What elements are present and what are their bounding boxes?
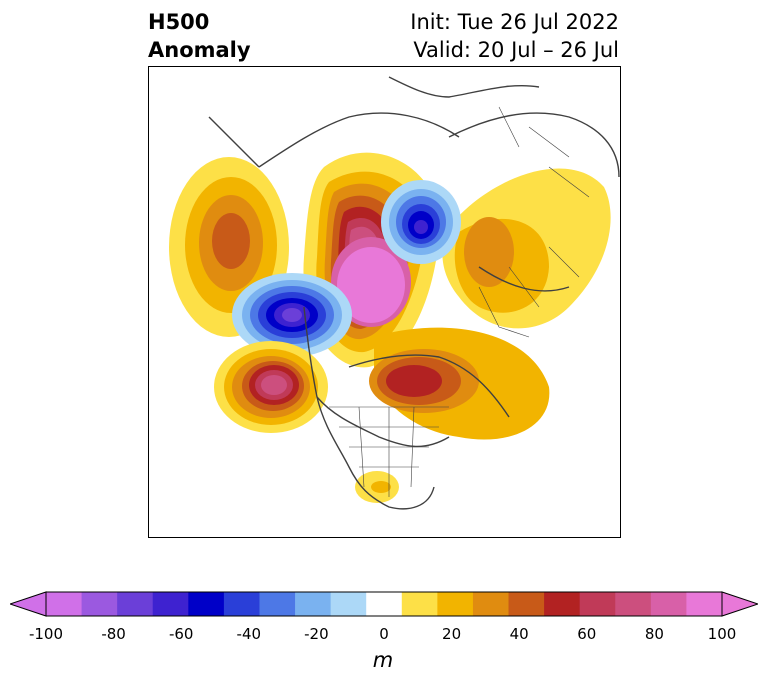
anomaly-barents-sea [381,180,461,264]
colorbar-segment [223,592,260,616]
colorbar-unit: m [372,648,394,672]
colorbar-segment [330,592,367,616]
colorbar-under-extension [10,591,47,617]
colorbar-segment [615,592,652,616]
colorbar-segment [508,592,545,616]
colorbar-tick-label: 100 [707,625,737,643]
anomaly-map [169,76,620,510]
anomaly-scandinavia-russia [442,168,611,329]
colorbar-tick-label: -60 [168,625,194,643]
colorbar-tick-label: 40 [509,625,529,643]
colorbar-segment [401,592,438,616]
map-panel [148,66,621,538]
init-date: Init: Tue 26 Jul 2022 [410,10,619,34]
anomaly-northeast-pacific [214,341,328,433]
colorbar-segment [152,592,189,616]
colorbar-over-extension [721,591,758,617]
colorbar-segment [650,592,687,616]
colorbar-segment [295,592,332,616]
colorbar-segment [366,592,403,616]
colorbar-segment [117,592,154,616]
colorbar-tick-label: 60 [577,625,597,643]
colorbar-segment [579,592,616,616]
anomaly-hudson-bay-labrador [369,327,550,440]
colorbar-tick-label: 80 [644,625,664,643]
coastlines [208,76,620,510]
political-borders [329,106,590,497]
map-title: H500 Anomaly [148,8,251,64]
colorbar-segment [472,592,510,616]
colorbar-segments [46,592,723,616]
colorbar-tick-label: 20 [442,625,462,643]
colorbar-segment [259,592,296,616]
anomaly-gulf-of-alaska [232,273,352,357]
colorbar-segment [81,592,118,616]
colorbar-segment [46,592,83,616]
colorbar-tick-label: -40 [236,625,262,643]
colorbar-tick-label: -20 [304,625,329,643]
colorbar-tick-label: 0 [379,625,389,643]
colorbar-tick-label: -100 [28,625,64,643]
colorbar-frame [45,591,723,617]
anomaly-fills [169,152,611,503]
valid-range: Valid: 20 Jul – 26 Jul [413,38,619,62]
map-dates: Init: Tue 26 Jul 2022 Valid: 20 Jul – 26… [410,8,619,64]
colorbar-tick-label: -80 [101,625,126,643]
anomaly-north-pacific-west [169,157,289,337]
title-line-1: H500 [148,10,210,34]
colorbar-segment [544,592,581,616]
colorbar [10,591,758,617]
title-line-2: Anomaly [148,38,251,62]
anomaly-gulf-of-mexico [355,471,399,503]
colorbar-segment [188,592,225,616]
colorbar-segment [437,592,474,616]
colorbar-segment [686,592,723,616]
